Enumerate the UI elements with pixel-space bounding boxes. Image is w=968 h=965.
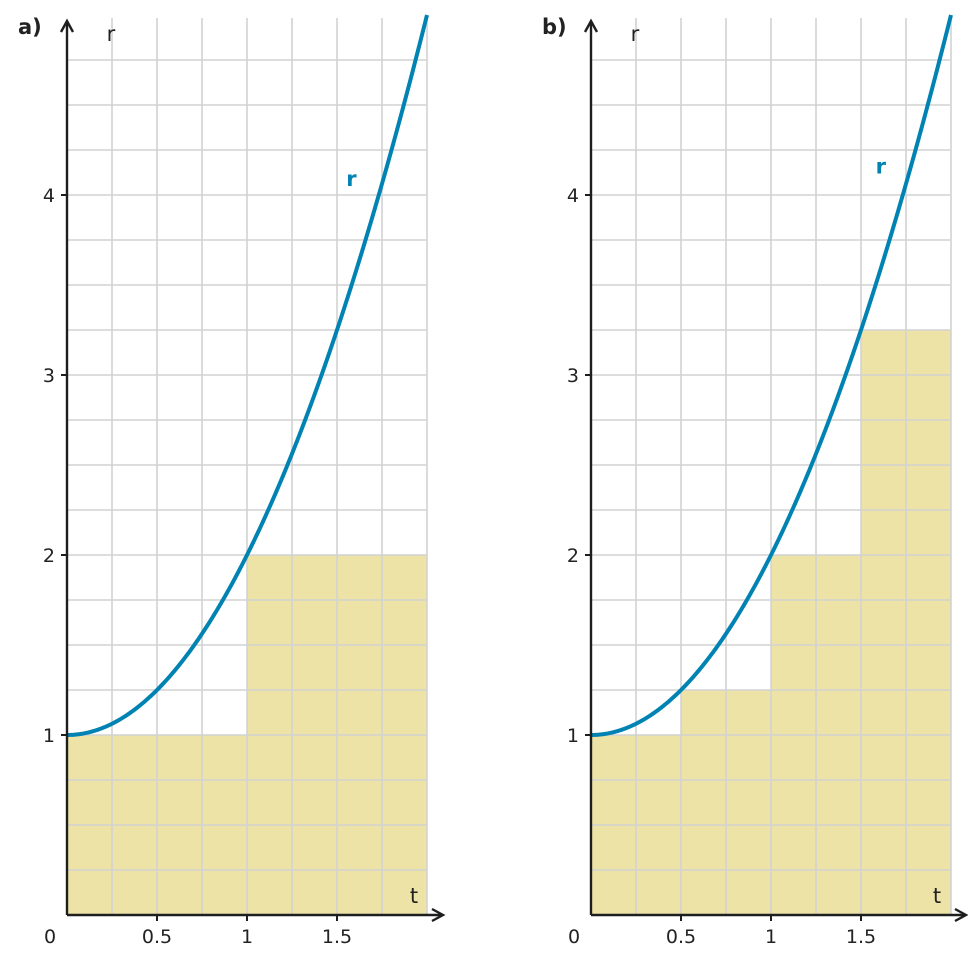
x-tick-label: 1 [241, 926, 253, 948]
y-axis-arrow [583, 18, 599, 33]
x-tick-label: 0.5 [142, 926, 172, 948]
x-axis-label: t [933, 884, 941, 908]
x-tick-label: 1.5 [322, 926, 352, 948]
panel-b: 0.5 1 1.5 1 2 3 4 0 r t b) r [542, 14, 968, 948]
origin-label: 0 [568, 926, 580, 948]
x-tick-label: 1.5 [846, 926, 876, 948]
y-axis-arrow [59, 18, 75, 33]
y-tick-label: 4 [567, 185, 579, 207]
panel-label: b) [542, 15, 567, 39]
y-tick-label: 1 [567, 725, 579, 747]
x-tick-label: 1 [765, 926, 777, 948]
y-axis-label: r [631, 22, 640, 46]
panel-a: 0.5 1 1.5 1 2 3 4 0 r t a) r [18, 14, 446, 948]
x-axis-arrow [431, 907, 446, 923]
y-tick-label: 3 [43, 365, 55, 387]
y-tick-label: 4 [43, 185, 55, 207]
x-axis-label: t [410, 884, 418, 908]
y-tick-label: 1 [43, 725, 55, 747]
curve-r [66, 14, 429, 737]
y-tick-label: 2 [43, 545, 55, 567]
x-tick-label: 0.5 [666, 926, 696, 948]
curve-r [590, 14, 953, 737]
curve-label: r [876, 154, 887, 178]
origin-label: 0 [44, 926, 56, 948]
y-tick-label: 2 [567, 545, 579, 567]
y-tick-label: 3 [567, 365, 579, 387]
curve-label: r [346, 167, 357, 191]
y-axis-label: r [107, 22, 116, 46]
panel-label: a) [18, 15, 42, 39]
x-axis-arrow [954, 907, 968, 923]
